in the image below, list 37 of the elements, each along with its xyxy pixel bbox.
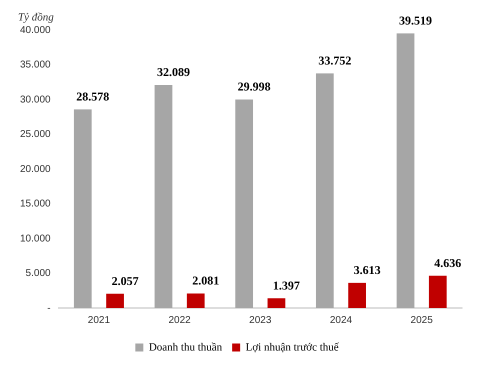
bar bbox=[74, 109, 92, 308]
data-label: 32.089 bbox=[156, 65, 190, 80]
y-tick-label: - bbox=[47, 302, 51, 314]
y-tick-label: 10.000 bbox=[20, 233, 52, 244]
x-tick-label: 2023 bbox=[249, 314, 272, 326]
bar bbox=[268, 298, 286, 308]
y-tick-label: 25.000 bbox=[20, 129, 52, 140]
bar bbox=[316, 73, 334, 308]
x-tick-label: 2021 bbox=[88, 314, 110, 326]
y-axis-title: Tỷ đồng bbox=[18, 11, 54, 24]
bar bbox=[348, 282, 366, 308]
bar bbox=[186, 294, 205, 308]
data-label: 4.636 bbox=[434, 256, 462, 270]
data-label: 28.578 bbox=[76, 89, 110, 104]
data-label: 39.519 bbox=[399, 13, 432, 28]
data-label: 3.613 bbox=[354, 262, 381, 277]
bar bbox=[154, 84, 172, 308]
data-label: 1.397 bbox=[272, 278, 300, 292]
y-tick-label: 40.000 bbox=[20, 24, 52, 36]
bar bbox=[396, 33, 414, 308]
y-tick-label: 5.000 bbox=[26, 268, 52, 279]
y-tick-label: 35.000 bbox=[20, 60, 52, 70]
data-label: 29.998 bbox=[238, 80, 271, 94]
data-label: 2.057 bbox=[112, 274, 139, 288]
y-tick-label: 30.000 bbox=[20, 94, 52, 106]
y-tick-label: 15.000 bbox=[20, 198, 52, 210]
x-tick-label: 2022 bbox=[168, 314, 192, 326]
data-label: 2.081 bbox=[192, 274, 220, 288]
bar bbox=[235, 100, 254, 308]
x-tick-label: 2024 bbox=[330, 314, 353, 326]
legend-label: Doanh thu thuần bbox=[148, 341, 223, 354]
x-tick-label: 2025 bbox=[410, 314, 434, 326]
y-tick-label: 20.000 bbox=[20, 164, 52, 175]
bar bbox=[428, 276, 447, 308]
data-label: 33.752 bbox=[318, 54, 352, 68]
bar bbox=[106, 294, 124, 308]
legend-label: Lợi nhuận trước thuế bbox=[246, 341, 340, 354]
